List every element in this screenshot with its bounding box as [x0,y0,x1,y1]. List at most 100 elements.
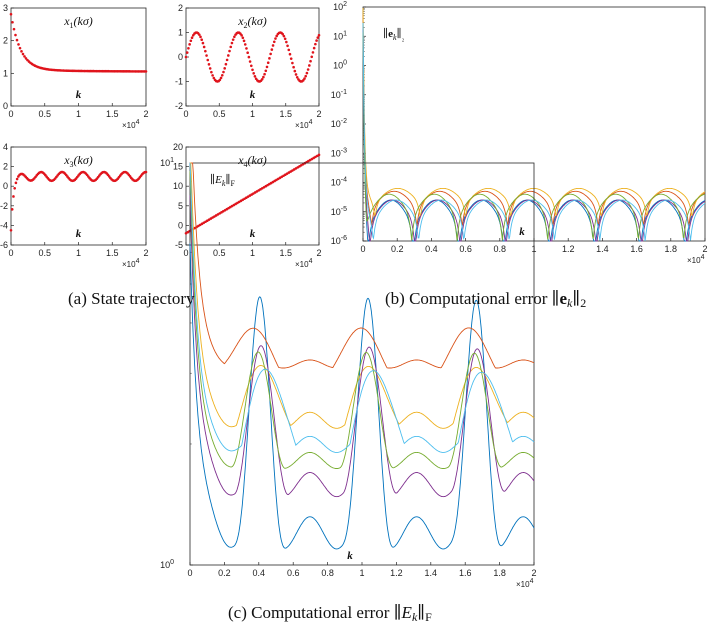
data-point-x2 [292,65,295,69]
x-label-x1: k [76,89,82,101]
data-point-x2 [252,72,256,75]
y-tick-label: 2 [178,3,183,13]
plot-title-x3: x3(kσ) [63,153,93,169]
data-point-x2 [187,47,190,50]
y-tick-label-exp: 2 [343,1,347,8]
data-point-x2 [310,55,314,59]
data-point-x2 [265,65,269,69]
y-tick-label-exp: -4 [341,177,347,184]
y-tick-label: -2 [175,101,183,111]
caption-a: (a) State trajectory [68,289,195,308]
y-tick-label-base: 10 [160,158,170,168]
data-point-x3 [10,208,14,211]
x-tick-label: 2 [316,109,321,119]
y-tick-label-base: 10 [333,61,343,71]
x-tick-label: 1 [76,109,81,119]
y-tick-label: 0 [3,181,8,191]
caption-c-k: k [412,610,418,624]
data-point-x3 [144,170,148,174]
ylabel-close: ∥ [397,27,402,40]
y-tick-label: 2 [3,162,8,172]
ylabel-sub: F [230,179,235,188]
x-multiplier-x2-base: ×10 [295,121,309,130]
data-point-x2 [312,46,316,50]
x-multiplier-x3-base: ×10 [122,260,136,269]
data-point-x1 [144,70,148,73]
caption-b: (b) Computational error ∥ek∥2 [385,289,586,310]
data-point-x2 [205,54,208,57]
data-point-x2 [264,69,268,73]
x-label-Ek: k [347,550,353,562]
x-tick-label: 2 [316,248,321,258]
y-tick-label: 10-1 [331,89,347,100]
y-tick-label-exp: 1 [343,30,347,37]
data-point-x2 [306,68,310,71]
x-tick-label: 2 [702,244,707,254]
x-tick-label: 1.5 [106,109,119,119]
y-tick-label-exp: -2 [341,118,347,125]
data-point-x1 [15,38,19,42]
caption-a-label: (a) State trajectory [68,289,195,308]
x-label-ek: k [519,226,525,238]
x-multiplier-x2-exp: 4 [309,119,313,126]
caption-c: (c) Computational error ∥Ek∥F [228,603,432,624]
data-point-x2 [231,38,235,41]
data-point-x2 [240,34,243,37]
data-point-x2 [245,47,248,50]
x-tick-label: 1 [250,248,255,258]
data-point-x2 [241,36,245,40]
caption-b-k: k [567,296,573,310]
data-point-x2 [263,72,266,76]
data-point-x2 [316,36,320,39]
data-point-x2 [271,44,275,47]
y-tick-label: -5 [175,240,183,250]
data-point-x2 [224,62,228,66]
x-tick-label: 0.8 [321,568,334,578]
title-rest: (kσ) [248,14,267,28]
data-point-x3 [12,195,15,198]
data-point-x1 [24,57,28,60]
data-point-x2 [184,55,188,59]
ylabel-open: ∥ [383,27,388,40]
data-point-x2 [242,39,246,43]
data-point-x2 [286,44,289,48]
data-point-x2 [275,34,278,38]
y-tick-label: -6 [0,240,8,250]
x-multiplier-ek-exp: 4 [701,254,705,261]
x-tick-label: 1.5 [279,109,292,119]
series-line-E6 [189,162,535,453]
data-point-x2 [204,49,207,53]
title-sub: 4 [244,160,248,169]
data-point-x2 [260,77,264,81]
x-multiplier-x2: ×104 [295,119,313,130]
data-point-x2 [270,48,274,51]
title-sub: 3 [70,160,74,169]
x-multiplier-x4: ×104 [295,258,313,269]
data-point-x2 [185,51,189,54]
x-multiplier-ek-base: ×10 [687,256,701,265]
data-point-x1 [18,46,22,50]
y-tick-label-base: 10 [331,148,341,158]
y-label-ek: ∥ek∥₂ [383,27,405,42]
x-tick-label: 0.6 [287,568,300,578]
y-label-Ek: ∥Ek∥F [210,173,235,188]
data-point-x2 [253,75,257,78]
data-point-x2 [218,78,222,82]
x-tick-label: 0.4 [425,244,438,254]
data-point-x1 [17,43,20,46]
data-point-x2 [272,40,276,44]
y-tick-label: 10 [173,181,183,191]
series-line-E1 [189,243,535,550]
series-line-E4 [189,195,535,498]
x-tick-label: 2 [143,109,148,119]
ylabel-sym: e [388,28,393,40]
data-point-x2 [212,76,216,80]
y-tick-label-exp: -3 [341,147,347,154]
caption-b-sub: 2 [580,296,586,310]
data-point-x2 [202,45,206,49]
data-point-x2 [227,54,230,57]
ylabel-sym: E [214,174,222,186]
title-rest: (kσ) [248,153,267,167]
data-point-x2 [199,35,202,39]
